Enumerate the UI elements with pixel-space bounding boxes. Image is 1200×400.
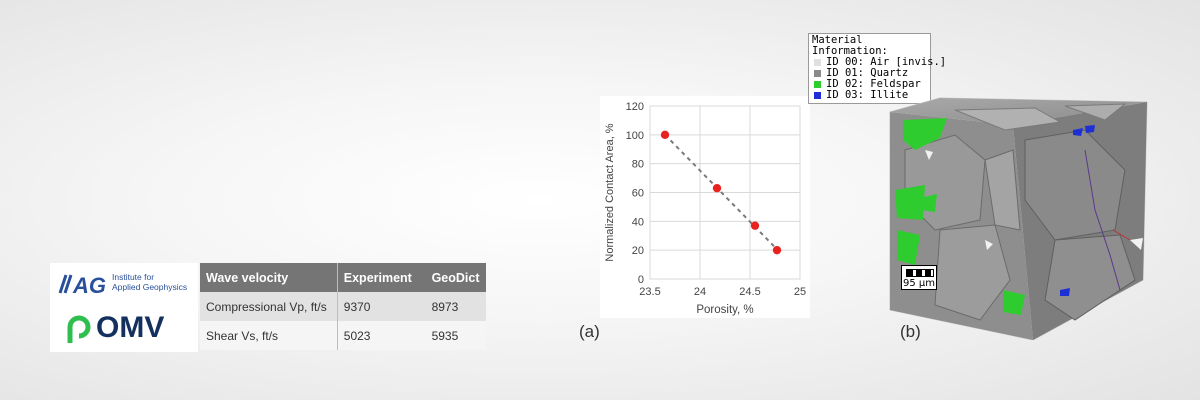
wave-velocity-table: Wave velocity Experiment GeoDict Compres… (200, 263, 486, 350)
y-tick-label: 120 (626, 101, 644, 113)
legend-item: ID 03: Illite (812, 90, 928, 101)
data-point (660, 130, 670, 140)
contact-area-chart: 0 20 40 60 80 100 120 23.5 24 24.5 25 Porosity, % No… (600, 96, 810, 318)
table-row: Shear Vs, ft/s 5023 5935 (200, 321, 486, 350)
rock-cube-image (889, 97, 1148, 340)
y-axis-label: Normalized Contact Area, % (604, 123, 616, 261)
legend-item: ID 01: Quartz (812, 68, 928, 79)
legend-swatch (814, 92, 821, 99)
y-tick-label: 60 (632, 188, 644, 200)
x-tick-label: 24.5 (739, 286, 760, 298)
svg-text:AG: AG (72, 273, 106, 297)
chart-svg: 0 20 40 60 80 100 120 23.5 24 24.5 25 Porosity, % No… (604, 101, 806, 316)
legend-swatch (814, 81, 821, 88)
data-point (750, 221, 760, 230)
x-tick-label: 25 (794, 286, 806, 298)
iag-name: Institute for Applied Geophysics (112, 272, 187, 292)
x-axis-label: Porosity, % (696, 304, 753, 316)
legend-item: ID 00: Air [invis.] (812, 57, 946, 68)
data-point (772, 245, 782, 255)
table-header: Experiment (337, 263, 426, 292)
table-row: Compressional Vp, ft/s 9370 8973 (200, 292, 486, 321)
legend-title: Material Information: (812, 34, 888, 57)
scale-bar-ticks (906, 269, 934, 277)
legend-item: ID 02: Feldspar (812, 79, 928, 90)
scale-bar-label: 95 µm (902, 278, 935, 289)
plot-area-border (649, 105, 801, 280)
table-cell: 5935 (425, 321, 486, 350)
iag-line-1: Institute for (112, 272, 155, 282)
legend-swatch (814, 59, 821, 66)
scale-bar: 95 µm (901, 265, 937, 290)
legend-label: ID 03: Illite (826, 89, 909, 101)
table-cell: Compressional Vp, ft/s (200, 292, 338, 321)
legend-swatch (814, 70, 821, 77)
omv-wordmark: OMV (96, 311, 165, 344)
y-tick-label: 0 (638, 274, 644, 286)
table-cell: Shear Vs, ft/s (200, 321, 338, 350)
panel-label-a: (a) (579, 322, 600, 341)
logo-panel: AG Institute for Applied Geophysics OMV (50, 263, 198, 352)
y-tick-label: 20 (632, 245, 644, 257)
y-tick-label: 40 (632, 216, 644, 228)
iag-logo-icon: AG (58, 273, 106, 297)
data-point (712, 183, 722, 193)
table-header: GeoDict (425, 263, 486, 292)
y-tick-label: 100 (626, 130, 644, 142)
omv-logo-icon (67, 315, 91, 343)
x-tick-label: 24 (694, 286, 706, 298)
table-cell: 5023 (337, 321, 426, 350)
table-header: Wave velocity (200, 263, 338, 292)
trendline (664, 134, 778, 251)
table-cell: 8973 (425, 292, 486, 321)
y-tick-label: 80 (632, 159, 644, 171)
panel-label-b: (b) (900, 322, 921, 341)
legend-label: ID 01: Quartz (826, 67, 909, 79)
iag-line-2: Applied Geophysics (112, 282, 188, 292)
legend-label: ID 00: Air [invis.] (826, 56, 947, 68)
table-header-row: Wave velocity Experiment GeoDict (200, 263, 486, 292)
material-legend: Material Information: ID 00: Air [invis.… (808, 33, 946, 104)
legend-label: ID 02: Feldspar (826, 78, 921, 90)
table-cell: 9370 (337, 292, 426, 321)
x-tick-label: 23.5 (639, 286, 660, 298)
